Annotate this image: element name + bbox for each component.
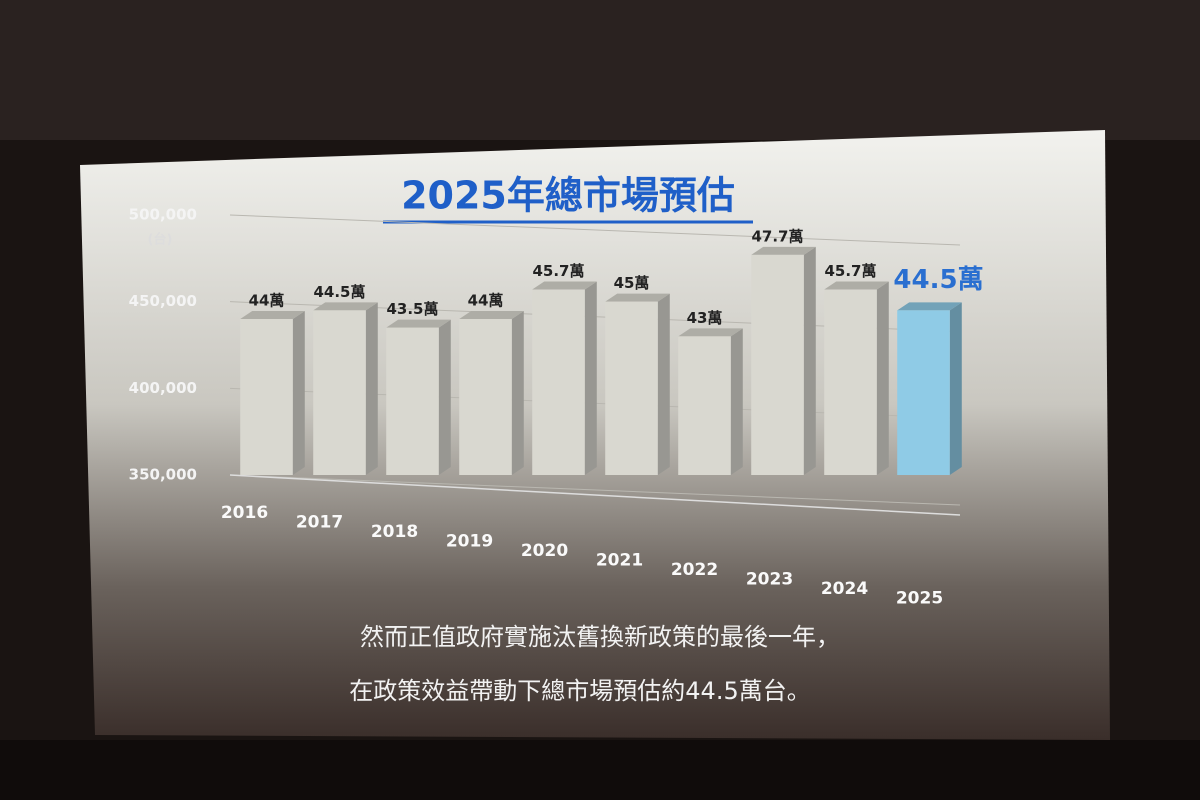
x-tick-label: 2019 <box>446 532 493 552</box>
bar-front <box>751 254 804 475</box>
x-tick-label: 2022 <box>671 560 718 580</box>
note: 然而正值政府實施汰舊換新政策的最後一年， <box>360 623 840 651</box>
value-label: 45.7萬 <box>824 262 876 280</box>
bar-top <box>678 328 743 337</box>
bar <box>678 328 743 475</box>
y-tick-label: 400,000 <box>129 379 197 397</box>
bar <box>386 319 451 475</box>
bar-front <box>678 336 731 475</box>
x-axis <box>229 474 961 516</box>
ceiling <box>0 0 1200 140</box>
x-tick-label: 2016 <box>221 503 268 523</box>
bar <box>605 293 670 475</box>
x-tick-label: 2020 <box>521 541 568 561</box>
value-label: 43萬 <box>687 309 723 327</box>
bar <box>240 311 305 475</box>
bar-top <box>459 311 524 319</box>
bar <box>313 302 378 475</box>
x-tick-label: 2021 <box>596 551 643 571</box>
x-tick-label: 2018 <box>371 522 418 542</box>
bar-top <box>532 281 597 290</box>
grid-line <box>229 474 961 506</box>
y-unit: (台) <box>148 232 173 248</box>
bar-side <box>584 281 597 475</box>
y-tick-label: 450,000 <box>129 292 197 310</box>
bar-top <box>824 281 889 290</box>
bar-front <box>605 301 658 475</box>
value-label: 44萬 <box>249 292 285 310</box>
bar <box>459 311 524 475</box>
bar-front <box>532 289 585 475</box>
bar-front <box>313 310 366 475</box>
bar-front <box>824 289 877 475</box>
x-tick-label: 2024 <box>821 579 868 599</box>
note: 在政策效益帶動下總市場預估約44.5萬台。 <box>349 677 810 705</box>
bar-front <box>459 319 512 475</box>
bar-front <box>897 310 950 475</box>
y-tick-label: 500,000 <box>129 206 197 224</box>
value-label: 45萬 <box>614 274 650 292</box>
value-label: 47.7萬 <box>751 227 803 245</box>
value-label: 45.7萬 <box>532 262 584 280</box>
bar-side <box>511 311 524 475</box>
bar-side <box>949 302 962 475</box>
bar-top <box>240 311 305 319</box>
bar-front <box>240 319 293 475</box>
bar-front <box>386 327 439 475</box>
value-label: 44.5萬 <box>893 265 983 295</box>
bar <box>532 281 597 475</box>
bar <box>897 302 962 475</box>
value-label: 44.5萬 <box>313 283 365 301</box>
bar-side <box>365 302 378 475</box>
bar-side <box>803 246 816 475</box>
bar-side <box>292 311 305 475</box>
bar-top <box>605 293 670 302</box>
bar <box>824 281 889 475</box>
y-tick-label: 350,000 <box>129 466 197 484</box>
bar <box>751 246 816 475</box>
value-label: 44萬 <box>468 292 504 310</box>
bar-top <box>897 302 962 311</box>
x-tick-label: 2025 <box>896 589 943 609</box>
bar-side <box>730 328 743 475</box>
chart-title: 2025年總市場預估 <box>401 174 735 218</box>
bar-top <box>751 246 816 255</box>
x-tick-label: 2017 <box>296 513 343 533</box>
x-tick-label: 2023 <box>746 570 793 590</box>
bar-side <box>657 293 670 475</box>
bar-side <box>876 281 889 475</box>
grid-line <box>229 214 961 246</box>
bar-top <box>313 302 378 311</box>
audience <box>0 740 1200 800</box>
bar-side <box>438 319 451 475</box>
bar-top <box>386 319 451 328</box>
value-label: 43.5萬 <box>386 300 438 318</box>
